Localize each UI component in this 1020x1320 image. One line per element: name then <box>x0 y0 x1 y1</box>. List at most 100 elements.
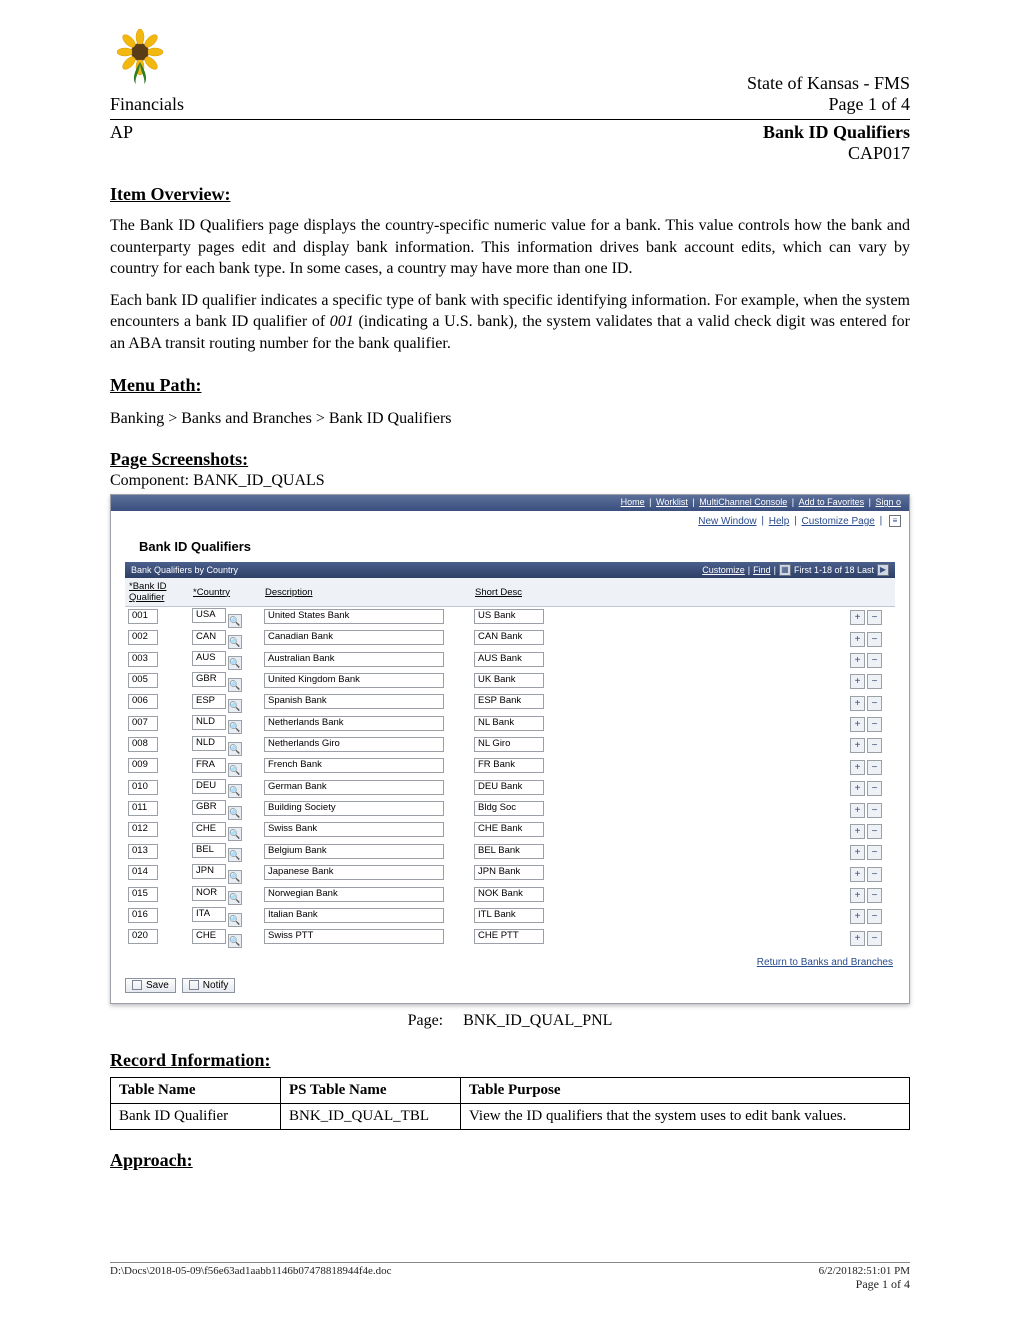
lookup-icon[interactable]: 🔍 <box>228 806 242 820</box>
grid-next-icon[interactable]: ▶ <box>877 564 889 576</box>
country-input[interactable]: DEU <box>192 779 226 794</box>
add-row-button[interactable]: + <box>850 653 865 668</box>
shortdesc-input[interactable]: NOK Bank <box>474 887 544 902</box>
shortdesc-input[interactable]: BEL Bank <box>474 844 544 859</box>
qualifier-input[interactable]: 001 <box>128 609 158 624</box>
country-input[interactable]: GBR <box>192 672 226 687</box>
lookup-icon[interactable]: 🔍 <box>228 656 242 670</box>
topbar-link-worklist[interactable]: Worklist <box>656 497 688 507</box>
add-row-button[interactable]: + <box>850 610 865 625</box>
shortdesc-input[interactable]: ESP Bank <box>474 694 544 709</box>
shortdesc-input[interactable]: Bldg Soc <box>474 801 544 816</box>
country-input[interactable]: FRA <box>192 758 226 773</box>
qualifier-input[interactable]: 010 <box>128 780 158 795</box>
description-input[interactable]: Building Society <box>264 801 444 816</box>
description-input[interactable]: French Bank <box>264 758 444 773</box>
delete-row-button[interactable]: − <box>867 888 882 903</box>
delete-row-button[interactable]: − <box>867 610 882 625</box>
country-input[interactable]: CAN <box>192 630 226 645</box>
topbar-link-signout[interactable]: Sign o <box>875 497 901 507</box>
grid-viewall-icon[interactable]: ▦ <box>779 564 791 576</box>
lookup-icon[interactable]: 🔍 <box>228 784 242 798</box>
subbar-link-help[interactable]: Help <box>769 516 790 527</box>
qualifier-input[interactable]: 012 <box>128 822 158 837</box>
delete-row-button[interactable]: − <box>867 674 882 689</box>
add-row-button[interactable]: + <box>850 781 865 796</box>
delete-row-button[interactable]: − <box>867 738 882 753</box>
delete-row-button[interactable]: − <box>867 803 882 818</box>
save-button[interactable]: Save <box>125 978 176 993</box>
country-input[interactable]: CHE <box>192 929 226 944</box>
col-bank-id-qualifier[interactable]: *Bank ID Qualifier <box>125 578 189 607</box>
qualifier-input[interactable]: 006 <box>128 694 158 709</box>
country-input[interactable]: ITA <box>192 907 226 922</box>
add-row-button[interactable]: + <box>850 803 865 818</box>
country-input[interactable]: NLD <box>192 715 226 730</box>
lookup-icon[interactable]: 🔍 <box>228 678 242 692</box>
lookup-icon[interactable]: 🔍 <box>228 848 242 862</box>
shortdesc-input[interactable]: JPN Bank <box>474 865 544 880</box>
qualifier-input[interactable]: 002 <box>128 630 158 645</box>
add-row-button[interactable]: + <box>850 632 865 647</box>
add-row-button[interactable]: + <box>850 760 865 775</box>
delete-row-button[interactable]: − <box>867 696 882 711</box>
description-input[interactable]: Italian Bank <box>264 908 444 923</box>
delete-row-button[interactable]: − <box>867 824 882 839</box>
shortdesc-input[interactable]: CAN Bank <box>474 630 544 645</box>
col-short-desc[interactable]: Short Desc <box>471 578 845 607</box>
delete-row-button[interactable]: − <box>867 632 882 647</box>
qualifier-input[interactable]: 015 <box>128 887 158 902</box>
description-input[interactable]: Netherlands Giro <box>264 737 444 752</box>
country-input[interactable]: GBR <box>192 800 226 815</box>
lookup-icon[interactable]: 🔍 <box>228 827 242 841</box>
country-input[interactable]: NLD <box>192 736 226 751</box>
qualifier-input[interactable]: 011 <box>128 801 158 816</box>
topbar-link-mcc[interactable]: MultiChannel Console <box>699 497 787 507</box>
country-input[interactable]: USA <box>192 608 226 623</box>
lookup-icon[interactable]: 🔍 <box>228 720 242 734</box>
lookup-icon[interactable]: 🔍 <box>228 891 242 905</box>
add-row-button[interactable]: + <box>850 824 865 839</box>
description-input[interactable]: Canadian Bank <box>264 630 444 645</box>
shortdesc-input[interactable]: CHE Bank <box>474 822 544 837</box>
lookup-icon[interactable]: 🔍 <box>228 934 242 948</box>
shortdesc-input[interactable]: NL Bank <box>474 716 544 731</box>
lookup-icon[interactable]: 🔍 <box>228 913 242 927</box>
add-row-button[interactable]: + <box>850 696 865 711</box>
country-input[interactable]: CHE <box>192 822 226 837</box>
lookup-icon[interactable]: 🔍 <box>228 614 242 628</box>
country-input[interactable]: AUS <box>192 651 226 666</box>
delete-row-button[interactable]: − <box>867 845 882 860</box>
country-input[interactable]: ESP <box>192 694 226 709</box>
return-link[interactable]: Return to Banks and Branches <box>757 957 893 968</box>
qualifier-input[interactable]: 009 <box>128 758 158 773</box>
description-input[interactable]: Australian Bank <box>264 652 444 667</box>
qualifier-input[interactable]: 005 <box>128 673 158 688</box>
description-input[interactable]: Netherlands Bank <box>264 716 444 731</box>
add-row-button[interactable]: + <box>850 888 865 903</box>
description-input[interactable]: Swiss PTT <box>264 929 444 944</box>
grid-link-find[interactable]: Find <box>753 565 771 575</box>
country-input[interactable]: NOR <box>192 886 226 901</box>
http-icon[interactable]: ≡ <box>889 515 901 527</box>
add-row-button[interactable]: + <box>850 931 865 946</box>
delete-row-button[interactable]: − <box>867 867 882 882</box>
qualifier-input[interactable]: 016 <box>128 908 158 923</box>
topbar-link-fav[interactable]: Add to Favorites <box>799 497 865 507</box>
grid-link-customize[interactable]: Customize <box>702 565 745 575</box>
delete-row-button[interactable]: − <box>867 909 882 924</box>
description-input[interactable]: Spanish Bank <box>264 694 444 709</box>
topbar-link-home[interactable]: Home <box>621 497 645 507</box>
qualifier-input[interactable]: 008 <box>128 737 158 752</box>
lookup-icon[interactable]: 🔍 <box>228 870 242 884</box>
shortdesc-input[interactable]: CHE PTT <box>474 929 544 944</box>
shortdesc-input[interactable]: NL Giro <box>474 737 544 752</box>
add-row-button[interactable]: + <box>850 738 865 753</box>
delete-row-button[interactable]: − <box>867 653 882 668</box>
col-description[interactable]: Description <box>261 578 471 607</box>
description-input[interactable]: German Bank <box>264 780 444 795</box>
notify-button[interactable]: Notify <box>182 978 236 993</box>
description-input[interactable]: Japanese Bank <box>264 865 444 880</box>
shortdesc-input[interactable]: UK Bank <box>474 673 544 688</box>
delete-row-button[interactable]: − <box>867 760 882 775</box>
